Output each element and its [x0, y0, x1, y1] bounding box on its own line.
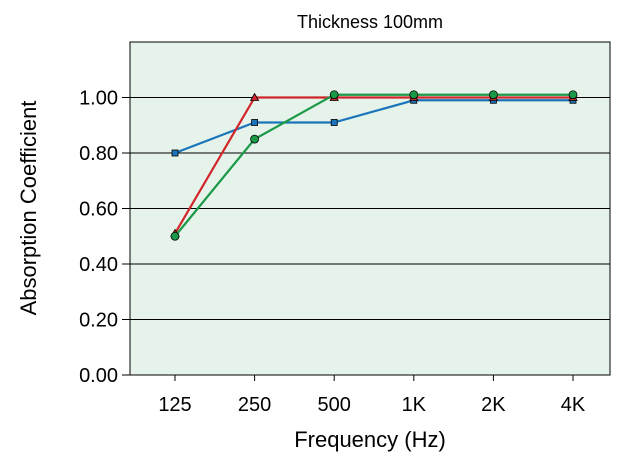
data-point: [172, 150, 178, 156]
data-point: [331, 119, 337, 125]
y-tick-label: 1.00: [79, 88, 118, 110]
x-tick-label: 1K: [402, 394, 427, 416]
y-axis: 0.00 0.20 0.40 0.60 0.80 1.00: [79, 88, 130, 388]
data-point: [569, 91, 577, 99]
y-tick-label: 0.00: [79, 365, 118, 387]
data-point: [251, 135, 259, 143]
x-tick-label: 4K: [561, 394, 586, 416]
x-tick-label: 125: [158, 394, 191, 416]
data-point: [410, 91, 418, 99]
x-axis: 125 250 500 1K 2K 4K: [158, 375, 586, 416]
x-tick-label: 500: [318, 394, 351, 416]
y-tick-label: 0.80: [79, 143, 118, 165]
data-point: [252, 119, 258, 125]
chart-title: Thickness 100mm: [297, 12, 443, 32]
x-tick-label: 2K: [481, 394, 506, 416]
data-point: [330, 91, 338, 99]
y-tick-label: 0.60: [79, 199, 118, 221]
x-axis-label: Frequency (Hz): [294, 427, 446, 452]
data-point: [171, 232, 179, 240]
data-point: [489, 91, 497, 99]
x-tick-label: 250: [238, 394, 271, 416]
y-axis-label: Absorption Coefficient: [16, 101, 41, 316]
y-tick-label: 0.20: [79, 310, 118, 332]
y-tick-label: 0.40: [79, 254, 118, 276]
